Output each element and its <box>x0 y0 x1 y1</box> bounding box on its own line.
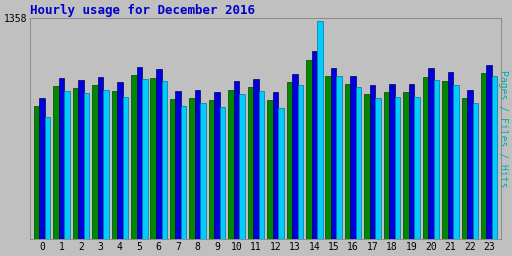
Bar <box>365 94 370 239</box>
Bar <box>287 82 292 239</box>
Bar <box>492 76 498 239</box>
Bar <box>434 80 439 239</box>
Bar <box>447 72 453 239</box>
Bar <box>292 74 297 239</box>
Bar <box>137 67 142 239</box>
Bar <box>176 91 181 239</box>
Bar <box>181 106 186 239</box>
Bar <box>486 65 492 239</box>
Bar <box>39 98 45 239</box>
Bar <box>422 77 428 239</box>
Bar <box>59 78 65 239</box>
Bar <box>375 98 381 239</box>
Bar <box>311 51 317 239</box>
Bar <box>453 86 459 239</box>
Bar <box>428 68 434 239</box>
Bar <box>189 98 195 239</box>
Bar <box>473 103 478 239</box>
Bar <box>84 93 89 239</box>
Bar <box>73 88 78 239</box>
Bar <box>53 86 59 239</box>
Bar <box>209 100 215 239</box>
Bar <box>389 84 395 239</box>
Bar <box>395 97 400 239</box>
Bar <box>326 76 331 239</box>
Bar <box>220 108 225 239</box>
Bar <box>151 78 156 239</box>
Bar <box>122 97 128 239</box>
Bar <box>267 100 272 239</box>
Bar <box>409 84 414 239</box>
Bar <box>345 84 350 239</box>
Text: Hourly usage for December 2016: Hourly usage for December 2016 <box>30 4 255 17</box>
Bar <box>117 82 122 239</box>
Bar <box>403 92 409 239</box>
Bar <box>467 90 473 239</box>
Bar <box>239 94 245 239</box>
Bar <box>253 79 259 239</box>
Bar <box>461 98 467 239</box>
Bar <box>442 81 447 239</box>
Y-axis label: Pages / Files / Hits: Pages / Files / Hits <box>498 70 508 187</box>
Bar <box>414 97 420 239</box>
Bar <box>161 81 167 239</box>
Bar <box>336 76 342 239</box>
Bar <box>259 91 264 239</box>
Bar <box>384 92 389 239</box>
Bar <box>215 92 220 239</box>
Bar <box>156 69 161 239</box>
Bar <box>317 21 323 239</box>
Bar <box>331 68 336 239</box>
Bar <box>297 85 303 239</box>
Bar <box>248 87 253 239</box>
Bar <box>350 76 356 239</box>
Bar <box>195 90 200 239</box>
Bar <box>272 92 278 239</box>
Bar <box>278 108 284 239</box>
Bar <box>481 73 486 239</box>
Bar <box>356 87 361 239</box>
Bar <box>142 79 147 239</box>
Bar <box>200 102 206 239</box>
Bar <box>234 81 239 239</box>
Bar <box>112 91 117 239</box>
Bar <box>98 77 103 239</box>
Bar <box>131 75 137 239</box>
Bar <box>45 117 50 239</box>
Bar <box>306 60 311 239</box>
Bar <box>103 90 109 239</box>
Bar <box>78 80 84 239</box>
Bar <box>370 86 375 239</box>
Bar <box>228 90 234 239</box>
Bar <box>65 91 70 239</box>
Bar <box>170 99 176 239</box>
Bar <box>34 106 39 239</box>
Bar <box>92 85 98 239</box>
